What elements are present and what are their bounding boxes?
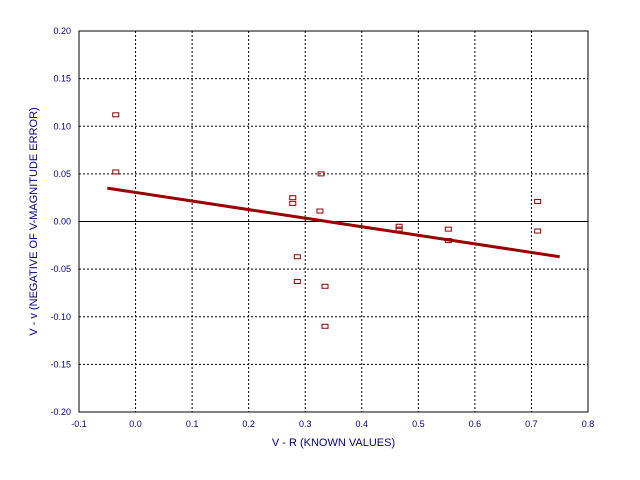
- data-point: [316, 208, 324, 214]
- data-point: [395, 223, 403, 229]
- grid-lines: [79, 31, 588, 412]
- y-tick-label: -0.15: [50, 359, 71, 369]
- y-tick-label: -0.10: [50, 312, 71, 322]
- data-point: [289, 200, 297, 206]
- x-tick-label: -0.1: [71, 419, 87, 429]
- y-tick-label: 0.20: [53, 26, 71, 36]
- x-tick-label: 0.4: [356, 419, 369, 429]
- data-point: [112, 112, 120, 118]
- y-tick-label: 0.15: [53, 74, 71, 84]
- data-point: [293, 279, 301, 285]
- y-tick-label: -0.20: [50, 407, 71, 417]
- x-tick-label: 0.8: [582, 419, 595, 429]
- y-tick-label: -0.05: [50, 264, 71, 274]
- y-tick-label: 0.00: [53, 217, 71, 227]
- data-point: [112, 169, 120, 175]
- x-axis-tick-labels: -0.1 0.0 0.1 0.2 0.3 0.4 0.5 0.6 0.7 0.8: [71, 419, 594, 429]
- x-axis-title: V - R (KNOWN VALUES): [272, 437, 395, 449]
- data-point: [321, 323, 329, 329]
- y-tick-label: 0.10: [53, 121, 71, 131]
- y-tick-label: 0.05: [53, 169, 71, 179]
- x-tick-label: 0.5: [412, 419, 425, 429]
- data-point: [534, 198, 542, 204]
- x-tick-label: 0.6: [469, 419, 482, 429]
- trend-line: [107, 186, 560, 259]
- data-point: [534, 228, 542, 234]
- data-point: [444, 226, 452, 232]
- data-point: [317, 171, 325, 177]
- data-point: [293, 254, 301, 260]
- x-tick-label: 0.3: [299, 419, 312, 429]
- x-tick-label: 0.1: [186, 419, 199, 429]
- data-point: [321, 283, 329, 289]
- x-tick-label: 0.7: [525, 419, 538, 429]
- data-points: [112, 112, 542, 329]
- y-axis-title: V - v (NEGATIVE OF V-MAGNITUDE ERROR): [28, 107, 40, 335]
- data-point: [395, 226, 403, 232]
- plot-frame: [78, 30, 589, 413]
- data-point: [289, 195, 297, 201]
- x-tick-label: 0.0: [129, 419, 142, 429]
- y-axis-tick-labels: 0.20 0.15 0.10 0.05 0.00 -0.05 -0.10 -0.15 -0.20: [50, 26, 71, 417]
- x-tick-label: 0.2: [242, 419, 255, 429]
